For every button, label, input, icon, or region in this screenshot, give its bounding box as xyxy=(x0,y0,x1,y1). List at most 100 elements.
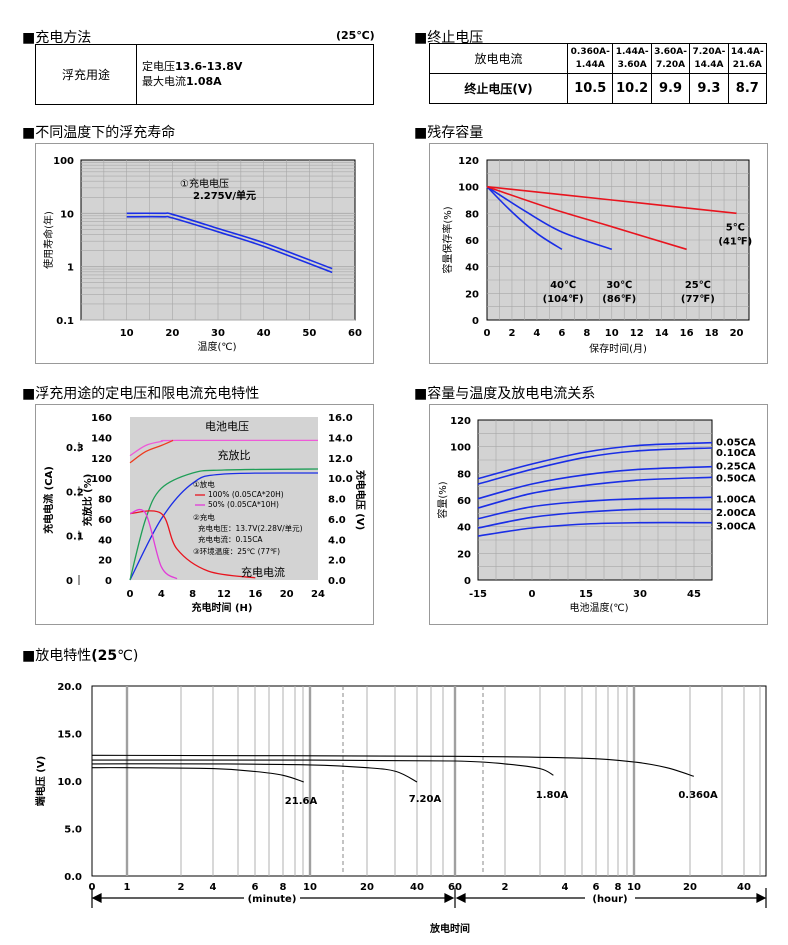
series-label: 5℃ xyxy=(726,223,745,234)
x-tick-label-minute: 8 xyxy=(280,882,287,893)
x-tick-label: 16 xyxy=(248,589,262,600)
series-line-upper xyxy=(126,212,333,270)
y-axis-label-current: 充电电流 (CA) xyxy=(42,466,55,534)
charge-voltage-prefix: 定电压 xyxy=(142,60,175,73)
charge-method-row-label: 浮充用途 xyxy=(36,45,137,104)
x-axis-label: 保存时间(月) xyxy=(589,342,647,355)
y-tick-label: 15.0 xyxy=(57,730,82,741)
series-label-alt: (86℉) xyxy=(602,294,636,305)
x-tick-label: 16 xyxy=(680,328,694,339)
x-tick-label-minute: 0 xyxy=(89,882,96,893)
x-tick-label: 24 xyxy=(311,589,325,600)
y-tick-label: 0.1 xyxy=(56,316,74,327)
legend-charge: ②充电 xyxy=(193,512,215,522)
x-tick-label: 30 xyxy=(633,589,647,600)
x-tick-label-minute: 6 xyxy=(252,882,259,893)
charge-voltage-value: 13.6-13.8V xyxy=(175,60,243,73)
series-label: 30℃ xyxy=(606,280,632,291)
y-ratio-tick-label: 100 xyxy=(91,474,112,485)
y-current-tick-label: 0.3 xyxy=(66,443,84,454)
voltage-curve-label: 电池电压 xyxy=(205,420,249,433)
float-charge-title: ■浮充用途的定电压和限电流充电特性 xyxy=(22,386,260,402)
series-line-voltage_100 xyxy=(129,439,319,457)
hour-label: (hour) xyxy=(592,894,627,905)
x-tick-label-minute: 20 xyxy=(360,882,374,893)
y-tick-label: 1 xyxy=(67,263,74,274)
cutoff-current-cell: 14.4A- 21.6A xyxy=(727,43,768,74)
residual-chart: 0 2 4 6 8 10 12 14 16 18 20 0 20 40 60 80 100 120 40℃ (104… xyxy=(441,156,752,355)
cutoff-voltage-cell: 9.3 xyxy=(689,73,729,104)
x-tick-label-hour: 40 xyxy=(737,882,751,893)
x-tick-label: 40 xyxy=(257,328,271,339)
x-tick-label: 0 xyxy=(529,589,536,600)
series-label: 7.20A xyxy=(409,794,442,805)
y-tick-label: 0 xyxy=(472,316,479,327)
series-line-30℃ xyxy=(486,186,613,251)
capacity-temp-title: ■容量与温度及放电电流关系 xyxy=(414,386,596,402)
discharge-chart: 20.0 15.0 10.0 5.0 0.0 0 1 2 4 6 8 10 20 40 60 2 4 6 8 10 20… xyxy=(34,682,767,935)
series-label-alt: (41℉) xyxy=(718,237,752,248)
residual-panel xyxy=(429,143,768,364)
series-line-0.05CA xyxy=(477,441,713,480)
x-tick-label-minute: 1 xyxy=(124,882,131,893)
y-tick-label: 10 xyxy=(60,209,74,220)
y-axis-label: 容量(%) xyxy=(436,481,449,518)
x-tick-label: 4 xyxy=(158,589,165,600)
x-tick-label-hour: 2 xyxy=(502,882,509,893)
series-label: 25℃ xyxy=(685,280,711,291)
x-tick-label: 10 xyxy=(605,328,619,339)
series-line-current_100 xyxy=(129,510,256,579)
x-tick-label: 20 xyxy=(280,589,294,600)
y-tick-label: 20 xyxy=(457,549,471,560)
y-voltage-tick-label: 8.0 xyxy=(328,495,346,506)
x-tick-label-minute: 4 xyxy=(210,882,217,893)
x-tick-label-minute: 40 xyxy=(410,882,424,893)
x-tick-label: 12 xyxy=(217,589,231,600)
cutoff-voltage-label: 终止电压(V) xyxy=(429,73,568,104)
cutoff-current-label: 放电电流 xyxy=(429,43,568,74)
y-axis-label: 使用寿命(年) xyxy=(42,211,55,269)
residual-capacity-title: ■残存容量 xyxy=(414,125,484,141)
series-label: 0.25CA xyxy=(716,461,756,472)
series-line-0.50CA xyxy=(477,476,713,509)
x-tick-label: 20 xyxy=(730,328,744,339)
float-life-panel xyxy=(35,143,374,364)
float-life-chart: 10 20 30 40 50 60 100 10 1 0.1 ①充电电压 2.275V/单元 温度… xyxy=(42,156,362,353)
series-line-25℃ xyxy=(486,185,687,251)
series-line-21.6A xyxy=(91,767,304,783)
series-line-0.360A xyxy=(91,754,694,777)
y-tick-label: 5.0 xyxy=(64,825,82,836)
x-tick-label: 0 xyxy=(127,589,134,600)
x-tick-label: 0 xyxy=(484,328,491,339)
x-tick-label-minute: 2 xyxy=(178,882,185,893)
current-curve-label: 充电电流 xyxy=(241,565,285,579)
series-line-ratio_100 xyxy=(129,472,319,581)
y-tick-label: 100 xyxy=(53,156,74,167)
cutoff-current-cell: 0.360A- 1.44A xyxy=(566,43,614,74)
series-line-1.00CA xyxy=(477,496,713,520)
y-tick-label: 40 xyxy=(465,263,479,274)
series-label: 1.00CA xyxy=(716,495,756,506)
cutoff-voltage-cell: 10.2 xyxy=(612,73,652,104)
series-line-0.25CA xyxy=(477,465,713,500)
x-tick-label: 14 xyxy=(655,328,669,339)
y-ratio-tick-label: 0 xyxy=(105,576,112,587)
y-ratio-tick-label: 20 xyxy=(98,556,112,567)
charge-method-temp: (25℃) xyxy=(336,29,375,42)
series-label: 0.10CA xyxy=(716,448,756,459)
cutoff-voltage-cell: 9.9 xyxy=(650,73,691,104)
series-label: 3.00CA xyxy=(716,521,756,532)
y-tick-label: 120 xyxy=(450,416,471,427)
x-tick-label: 10 xyxy=(120,328,134,339)
cutoff-current-cell: 1.44A- 3.60A xyxy=(612,43,652,74)
cutoff-voltage-cell: 10.5 xyxy=(566,73,614,104)
series-line-1.80A xyxy=(91,759,554,776)
x-tick-label-hour: 6 xyxy=(593,882,600,893)
y-voltage-tick-label: 14.0 xyxy=(328,433,353,444)
time-axis-arrows xyxy=(91,888,767,908)
y-current-tick-label: 0.2 xyxy=(66,487,84,498)
series-label: 0.05CA xyxy=(716,437,756,448)
series-line-lower xyxy=(126,215,333,274)
cutoff-voltage-cell: 8.7 xyxy=(727,73,768,104)
annotation: ①充电电压 xyxy=(180,177,229,190)
